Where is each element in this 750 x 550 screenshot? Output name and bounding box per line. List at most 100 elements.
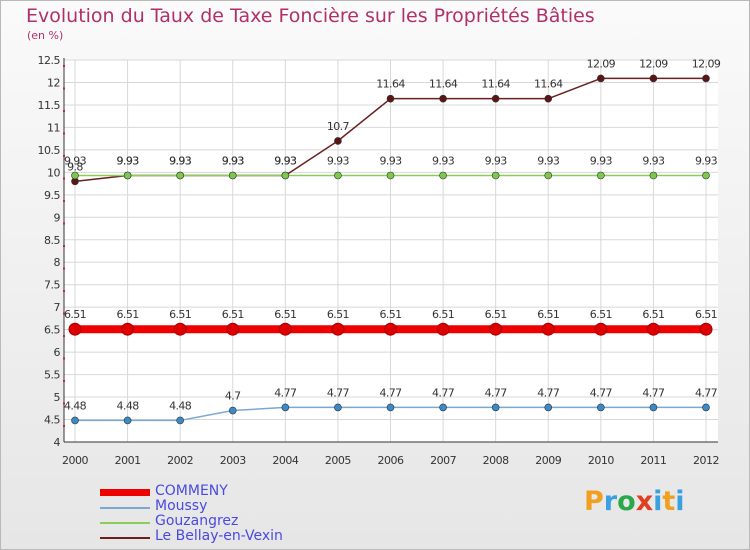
data-label: 9.93 [117, 154, 140, 167]
proxiti-logo: Proxiti [584, 486, 685, 517]
data-label: 4.77 [537, 386, 560, 399]
data-point [544, 171, 553, 180]
data-label: 6.51 [327, 308, 349, 321]
x-tick-label: 2003 [220, 454, 246, 467]
data-label: 6.51 [117, 308, 139, 321]
data-label: 4.48 [169, 399, 192, 412]
data-label: 6.51 [642, 308, 664, 321]
data-label: 4.77 [379, 386, 402, 399]
data-label: 4.77 [327, 386, 350, 399]
data-label: 6.51 [64, 308, 86, 321]
data-point [491, 171, 500, 180]
data-point [334, 171, 342, 180]
data-label: 11.64 [534, 78, 563, 91]
data-label: 12.09 [639, 57, 668, 70]
x-tick-label: 2006 [378, 454, 404, 467]
y-tick-label: 5 [54, 391, 61, 404]
data-point [228, 406, 237, 415]
data-point [384, 322, 397, 336]
y-tick-label: 6.5 [44, 324, 60, 337]
data-point [491, 94, 500, 103]
data-point [702, 171, 710, 180]
data-point [173, 322, 187, 336]
x-tick-label: 2004 [272, 454, 298, 467]
legend-swatch-commeny [100, 489, 150, 496]
y-tick-label: 4 [54, 436, 61, 449]
data-label: 9.93 [642, 154, 665, 167]
data-label: 11.64 [481, 78, 510, 91]
logo-letter: r [603, 486, 618, 517]
data-point [702, 74, 710, 83]
data-point [386, 171, 395, 180]
data-point [597, 171, 605, 180]
legend-swatch-le-bellay [100, 537, 150, 539]
logo-letter: i [675, 486, 685, 517]
data-label: 4.77 [274, 386, 297, 399]
data-point [278, 322, 292, 336]
y-tick-label: 5.5 [44, 369, 60, 382]
data-label: 4.77 [485, 386, 508, 399]
logo-letter: t [662, 486, 676, 517]
x-tick-label: 2011 [640, 454, 666, 467]
data-point [281, 403, 290, 412]
data-label: 4.48 [117, 399, 140, 412]
x-tick-label: 2008 [483, 454, 509, 467]
data-label: 6.51 [432, 308, 454, 321]
x-tick-label: 2007 [430, 454, 456, 467]
data-point [68, 322, 82, 336]
data-label: 9.93 [485, 154, 508, 167]
y-tick-label: 11.5 [38, 99, 61, 112]
data-point [71, 416, 79, 425]
data-point [544, 403, 553, 412]
data-point [439, 171, 447, 180]
data-point [176, 416, 184, 425]
data-point [597, 403, 605, 412]
y-tick-label: 10 [47, 166, 60, 179]
data-label: 9.93 [379, 154, 402, 167]
x-tick-label: 2000 [62, 454, 88, 467]
x-tick-label: 2009 [535, 454, 561, 467]
data-point [597, 74, 605, 83]
logo-letter: o [617, 486, 636, 517]
data-label: 9.93 [590, 154, 613, 167]
data-point [544, 94, 553, 103]
data-label: 9.93 [169, 154, 192, 167]
data-point [226, 322, 240, 336]
data-point [699, 322, 713, 336]
data-point [121, 322, 135, 336]
chart-title: Evolution du Taux de Taxe Foncière sur l… [26, 5, 595, 27]
data-point [439, 403, 447, 412]
y-tick-label: 10.5 [38, 144, 61, 157]
data-label: 4.77 [432, 386, 455, 399]
y-tick-label: 8 [54, 256, 61, 269]
data-label: 9.93 [222, 154, 245, 167]
logo-letter: P [584, 486, 604, 517]
data-point [649, 74, 658, 83]
data-point [489, 322, 503, 336]
y-tick-label: 9.5 [44, 189, 60, 202]
data-point [649, 171, 658, 180]
legend-label: COMMENY [155, 483, 228, 499]
data-label: 9.93 [695, 154, 718, 167]
data-point [646, 322, 660, 336]
data-point [71, 171, 79, 180]
data-label: 6.51 [222, 308, 244, 321]
data-label: 4.48 [64, 399, 87, 412]
data-label: 12.09 [587, 57, 616, 70]
data-label: 4.7 [225, 390, 241, 403]
data-label: 11.64 [429, 78, 458, 91]
data-label: 10.7 [327, 120, 350, 133]
data-label: 4.77 [590, 386, 613, 399]
legend-swatch-gouzangrez [100, 522, 150, 524]
legend-swatch-moussy [100, 507, 150, 509]
data-label: 6.51 [695, 308, 717, 321]
data-label: 9.93 [327, 154, 350, 167]
y-tick-label: 7.5 [44, 279, 60, 292]
data-point [491, 403, 500, 412]
logo-letter: x [635, 486, 654, 517]
data-label: 9.93 [432, 154, 455, 167]
data-point [649, 403, 658, 412]
data-point [439, 94, 447, 103]
data-label: 6.51 [379, 308, 401, 321]
data-label: 9.93 [274, 154, 297, 167]
